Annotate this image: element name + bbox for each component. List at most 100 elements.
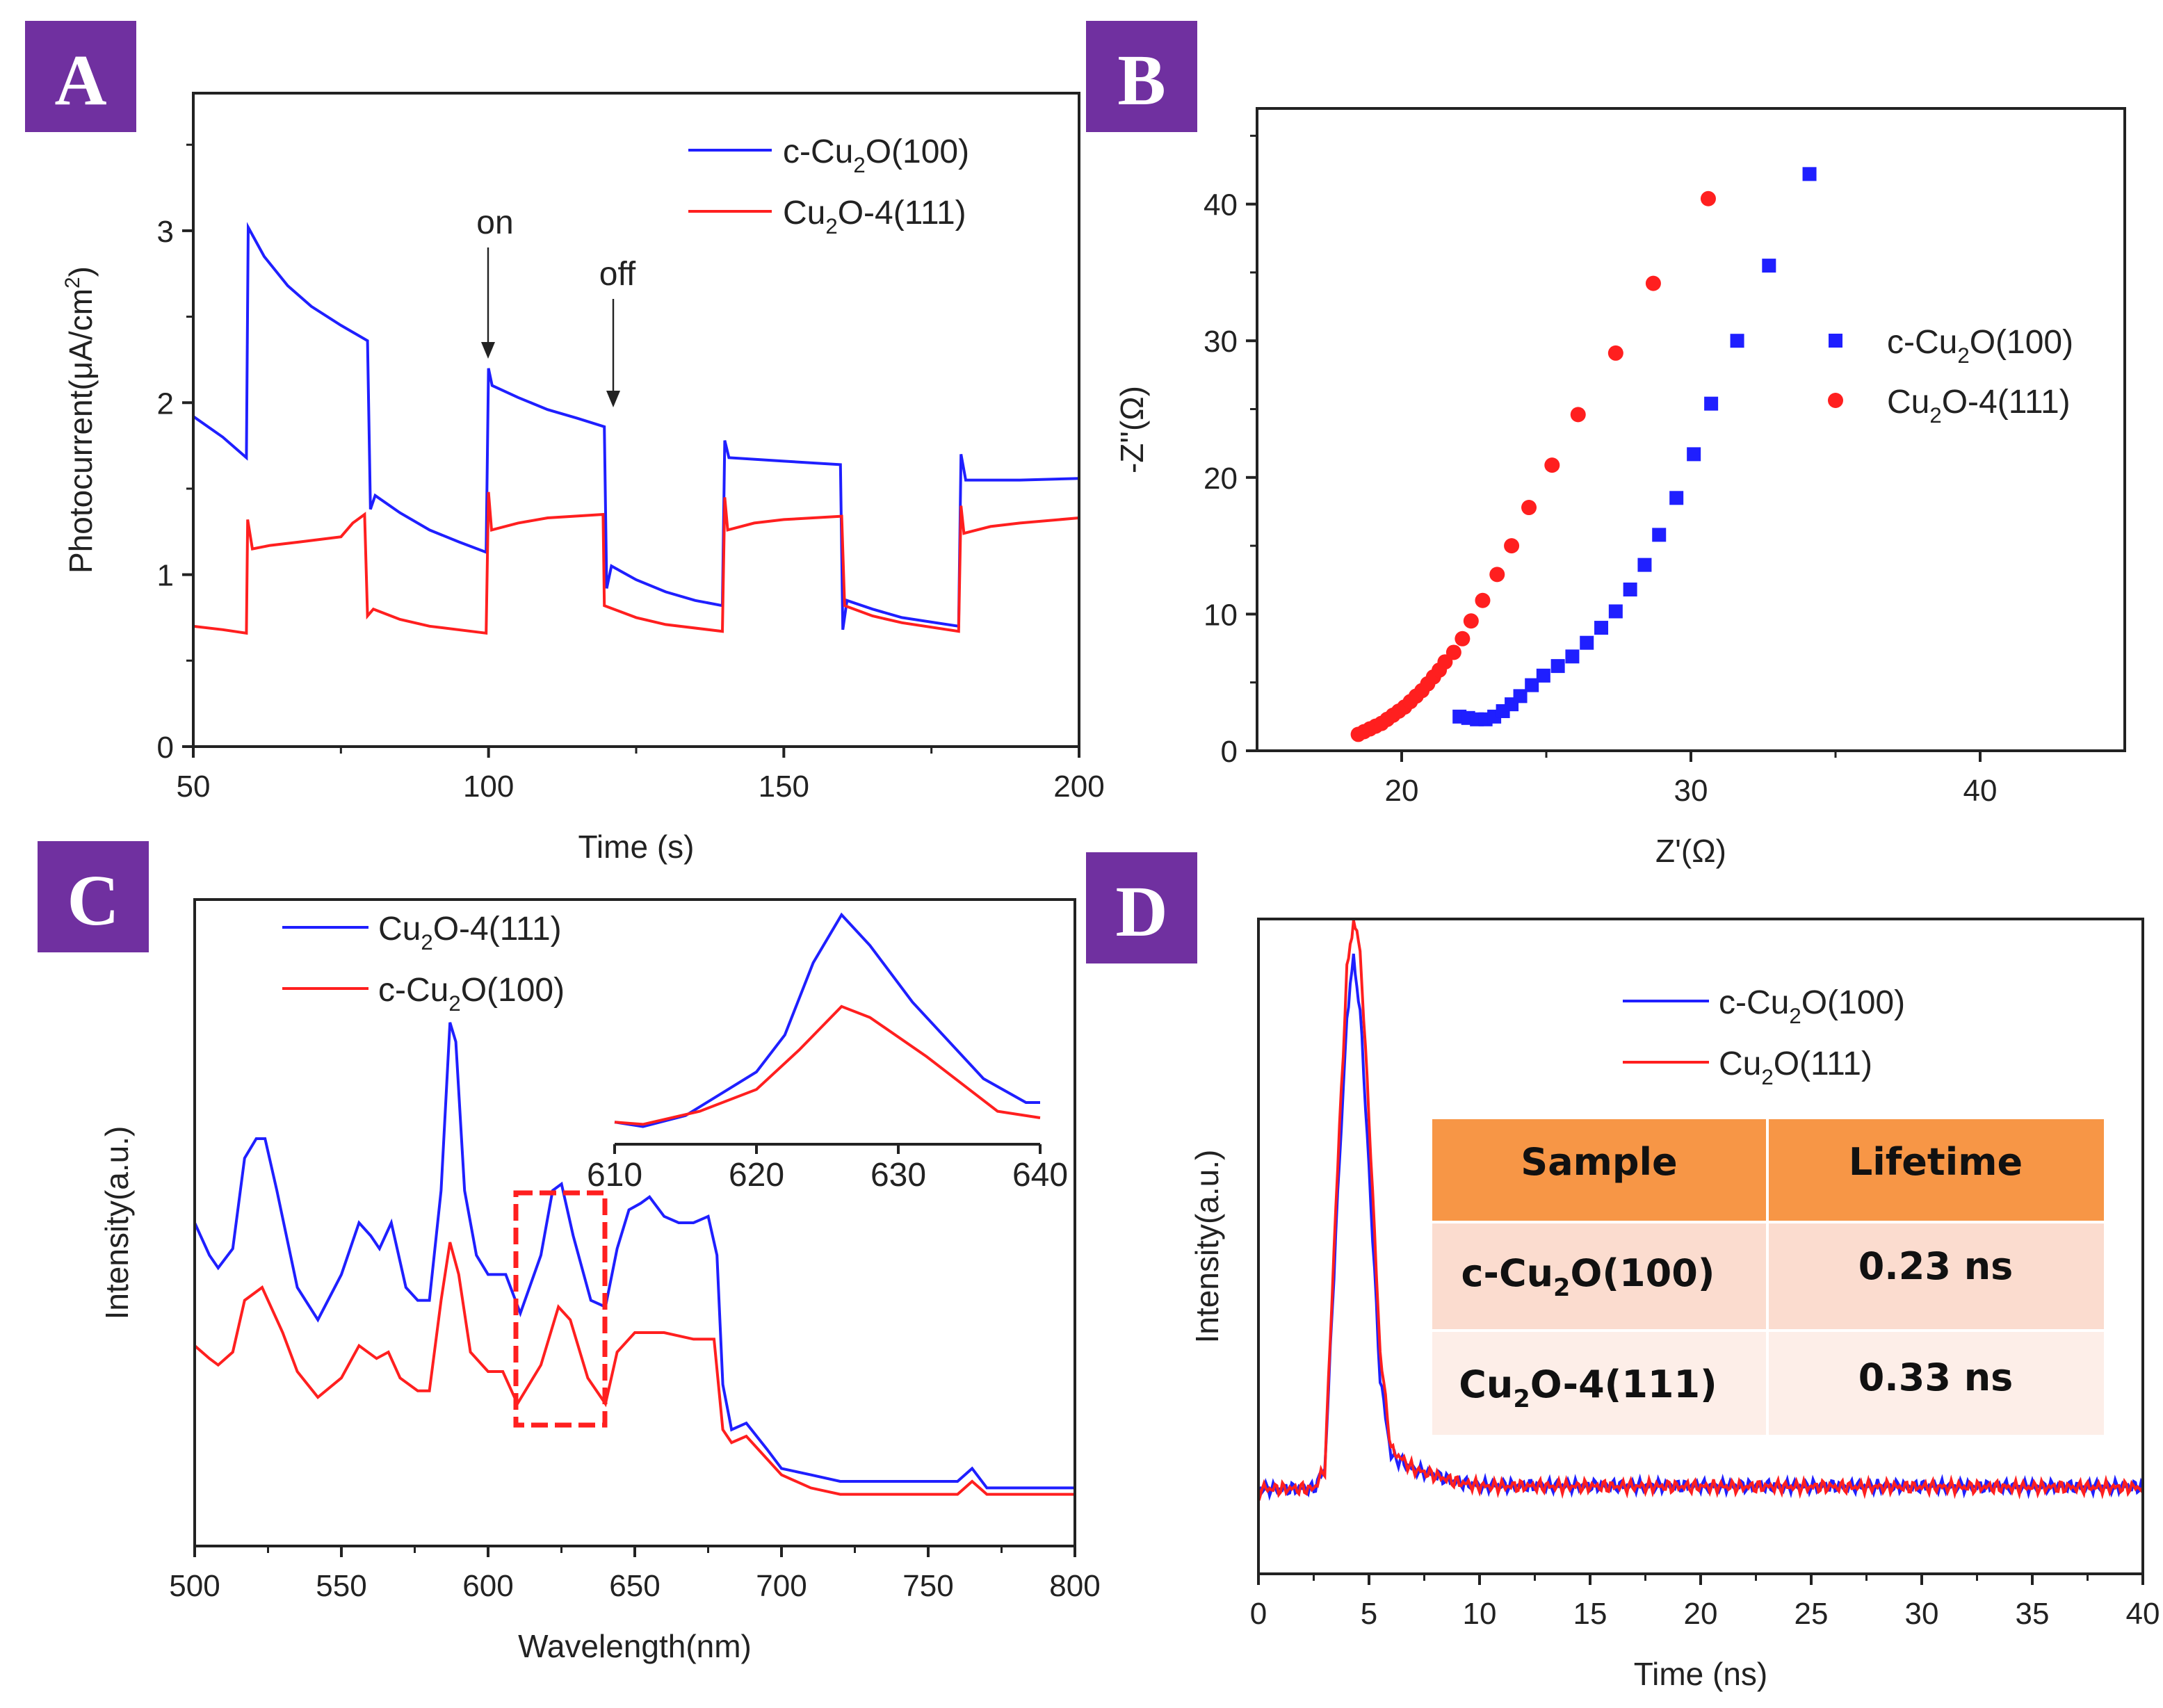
series-line-0: [193, 222, 1079, 631]
label-subscript: 2: [1929, 403, 1941, 428]
arrowhead-icon: [606, 391, 620, 407]
data-point-square: [1525, 678, 1539, 692]
table-cell-lifetime: 0.33 ns: [1858, 1356, 2014, 1399]
data-point-circle: [1521, 500, 1537, 516]
x-tick-label: 600: [462, 1569, 513, 1603]
y-tick-label: 10: [1204, 598, 1238, 632]
data-point-circle: [1504, 538, 1520, 554]
label-subscript: 2: [448, 991, 460, 1016]
legend-entry: c-Cu2O(100): [378, 972, 565, 1016]
table-cell-sample: c-Cu2O(100): [1461, 1251, 1715, 1302]
label-subscript: 2: [421, 930, 432, 954]
legend-entry: Cu2O-4(111): [1887, 384, 2071, 428]
x-tick-label: 650: [609, 1569, 660, 1603]
legend-entry: Cu2O-4(111): [783, 195, 966, 238]
x-tick-label: 0: [1250, 1597, 1267, 1631]
x-tick-label: 5: [1361, 1597, 1377, 1631]
data-point-circle: [1475, 592, 1491, 608]
inset-x-tick-label: 620: [729, 1157, 784, 1194]
data-point-circle: [1544, 457, 1560, 473]
data-point-square: [1565, 649, 1580, 664]
annotation-on: on: [476, 204, 513, 241]
x-tick-label: 800: [1049, 1569, 1100, 1603]
x-tick-label: 35: [2016, 1597, 2050, 1631]
label-text: c-Cu: [378, 972, 448, 1009]
inset-x-tick-label: 630: [870, 1157, 926, 1194]
x-tick-label: 200: [1053, 770, 1104, 804]
panel-c-pl-spectra-chart: 500 550 600 650 700 750 800 Wavelength(nm) Inten…: [99, 898, 1101, 1664]
panel-b-nyquist-chart: 20 30 40010203040Z'(Ω)-Z''(Ω)c-Cu2O(100)Cu…: [1114, 107, 2126, 869]
x-tick-label: 40: [2126, 1597, 2160, 1631]
label-subscript: 2: [1761, 1065, 1773, 1089]
label-text: Cu: [783, 195, 825, 231]
x-tick-label: 50: [177, 770, 211, 804]
data-point-square: [1536, 668, 1550, 683]
x-tick-label: 30: [1905, 1597, 1939, 1631]
data-point-circle: [1463, 613, 1479, 629]
x-tick-label: 550: [316, 1569, 366, 1603]
annotation-off: off: [599, 256, 636, 293]
legend-entry: c-Cu2O(100): [1719, 984, 1905, 1028]
data-point-square: [1730, 334, 1744, 348]
x-tick-label: 750: [902, 1569, 953, 1603]
data-point-square: [1623, 583, 1637, 597]
data-point-square: [1652, 528, 1667, 542]
data-point-square: [1762, 259, 1776, 273]
legend-entry: c-Cu2O(100): [1887, 324, 2073, 368]
x-tick-label: 500: [169, 1569, 220, 1603]
svg-text:D: D: [1115, 872, 1167, 952]
data-point-square: [1687, 447, 1701, 462]
label-subscript: 2: [1553, 1274, 1570, 1302]
data-point-square: [1594, 621, 1609, 635]
label-text: O(100): [866, 133, 969, 170]
panel-d-trpl-decay-chart: 0 5 10 15 20 25 30 35 40 Time (ns) Intensity(a.u.)…: [1189, 918, 2160, 1692]
x-tick-label: 10: [1463, 1597, 1497, 1631]
data-point-square: [1513, 689, 1528, 703]
x-tick-label: 20: [1385, 774, 1419, 808]
table-header-lifetime: Lifetime: [1849, 1140, 2023, 1184]
highlight-region-box: [513, 1190, 608, 1428]
label-text: O(111): [1774, 1046, 1872, 1082]
label-text: Cu: [1719, 1046, 1761, 1082]
legend-entry: c-Cu2O(100): [783, 133, 969, 177]
y-tick-label: 3: [157, 215, 174, 249]
y-tick-label: 1: [157, 559, 174, 593]
y-tick-label: 30: [1204, 325, 1238, 359]
table-cell-lifetime: 0.23 ns: [1858, 1244, 2014, 1288]
x-tick-label: 100: [463, 770, 514, 804]
data-point-circle: [1489, 567, 1505, 583]
series-line-1: [193, 491, 1079, 635]
arrowhead-icon: [481, 342, 495, 359]
data-point-square: [1669, 491, 1684, 505]
label-subscript: 2: [853, 153, 865, 177]
data-point-circle: [1700, 190, 1716, 206]
series-line-1: [1258, 920, 2143, 1502]
x-tick-label: 150: [759, 770, 809, 804]
y-tick-label: 0: [157, 731, 174, 765]
svg-text:C: C: [67, 861, 119, 941]
x-tick-label: 30: [1674, 774, 1708, 808]
label-text: O-4(111): [838, 195, 966, 231]
y-axis-label: Photocurrent(μA/cm2): [61, 266, 99, 574]
data-point-circle: [1607, 345, 1623, 361]
data-point-circle: [1570, 407, 1586, 423]
data-point-square: [1608, 604, 1623, 619]
panel-a-photocurrent-chart: 50 100 150 200 0 1 2 3 Time (s) Photocurrent(μA/c…: [61, 92, 1105, 865]
label-text: O-4(111): [433, 911, 562, 947]
plot-frame: [1256, 107, 2126, 752]
panel-label-b: B: [1086, 21, 1197, 132]
label-text: O(100): [1801, 984, 1905, 1021]
plot-frame: [192, 92, 1080, 748]
label-text: Cu: [1459, 1363, 1513, 1406]
x-tick-label: 20: [1684, 1597, 1718, 1631]
y-axis-label: Intensity(a.u.): [99, 1126, 135, 1320]
label-text: O(100): [1970, 324, 2073, 361]
plot-frame: [193, 898, 1076, 1547]
label-text: O-4(111): [1942, 384, 2071, 421]
label-text: c-Cu: [783, 133, 853, 170]
label-text: Cu: [1887, 384, 1929, 421]
panel-label-d: D: [1086, 852, 1197, 963]
legend-entry: Cu2O(111): [1719, 1046, 1872, 1089]
